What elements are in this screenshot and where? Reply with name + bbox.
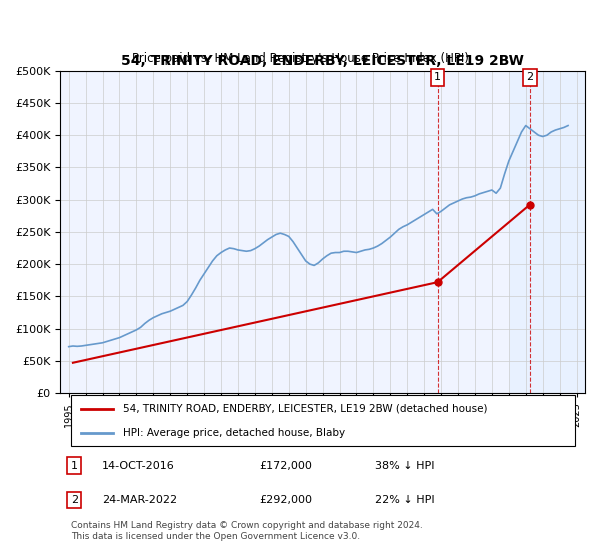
Text: £292,000: £292,000	[260, 495, 313, 505]
Text: 14-OCT-2016: 14-OCT-2016	[102, 460, 175, 470]
Bar	[509, 71, 585, 393]
Text: Contains HM Land Registry data © Crown copyright and database right 2024.
This d: Contains HM Land Registry data © Crown c…	[71, 521, 422, 541]
Text: £172,000: £172,000	[260, 460, 313, 470]
Text: HPI: Average price, detached house, Blaby: HPI: Average price, detached house, Blab…	[123, 428, 346, 438]
FancyBboxPatch shape	[71, 395, 575, 446]
Title: 54, TRINITY ROAD, ENDERBY, LEICESTER, LE19 2BW: 54, TRINITY ROAD, ENDERBY, LEICESTER, LE…	[121, 54, 524, 68]
Text: 2: 2	[71, 495, 78, 505]
Text: 54, TRINITY ROAD, ENDERBY, LEICESTER, LE19 2BW (detached house): 54, TRINITY ROAD, ENDERBY, LEICESTER, LE…	[123, 404, 488, 413]
Text: 2: 2	[526, 72, 533, 82]
Text: 22% ↓ HPI: 22% ↓ HPI	[375, 495, 435, 505]
Text: Price paid vs. HM Land Registry's House Price Index (HPI): Price paid vs. HM Land Registry's House …	[131, 52, 469, 66]
Text: 24-MAR-2022: 24-MAR-2022	[102, 495, 178, 505]
Text: 38% ↓ HPI: 38% ↓ HPI	[375, 460, 434, 470]
Text: 1: 1	[71, 460, 78, 470]
Text: 1: 1	[434, 72, 441, 82]
